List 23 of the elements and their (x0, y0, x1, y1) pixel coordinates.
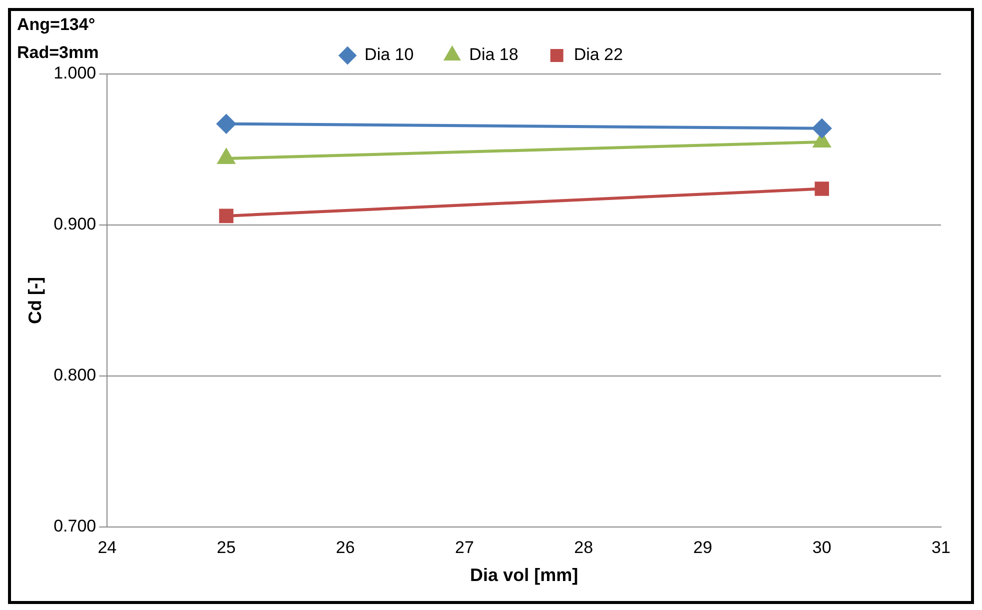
x-tick-label: 29 (693, 538, 712, 557)
x-tick-label: 24 (98, 538, 117, 557)
x-tick-label: 31 (932, 538, 950, 557)
text: Rad=3mm (17, 43, 99, 62)
x-tick-label: 27 (455, 538, 474, 557)
x-axis-title: Dia vol [mm] (470, 565, 578, 586)
legend-label: Dia 10 (364, 45, 414, 64)
y-tick-label: 0.700 (54, 516, 96, 536)
y-tick-label: 0.900 (54, 214, 96, 234)
x-tick-label: 25 (216, 538, 236, 557)
x-tick-label: 26 (336, 538, 355, 557)
point (812, 118, 832, 138)
point (219, 208, 234, 224)
point (814, 182, 830, 196)
x-tick-label: 30 (812, 538, 832, 557)
text: Ang=134° (17, 15, 96, 34)
legend-label: Dia 22 (574, 45, 623, 64)
legend-label: Dia 18 (469, 45, 518, 64)
y-axis-title: Cd [-] (24, 277, 45, 324)
y-tick-label: 1.000 (54, 64, 96, 83)
point (216, 114, 236, 134)
x-tick-label: 28 (574, 538, 594, 557)
y-tick-label: 0.800 (54, 366, 96, 385)
